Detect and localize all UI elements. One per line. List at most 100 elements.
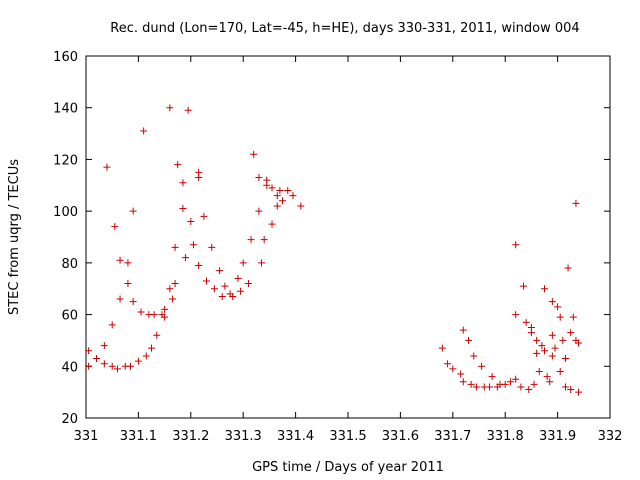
data-point	[279, 197, 286, 205]
data-point	[150, 311, 158, 319]
x-axis: 331 331.1 331.2 331.3 331.4 331.5 331.6 331.7 33…	[74, 56, 623, 444]
data-point	[548, 352, 556, 360]
data-point	[527, 329, 535, 337]
data-point	[465, 336, 473, 344]
data-point	[470, 352, 478, 360]
data-point	[535, 367, 543, 375]
data-point	[263, 181, 271, 189]
y-tick-label: 20	[61, 412, 78, 427]
data-point	[520, 282, 528, 290]
data-point	[512, 375, 520, 383]
x-tick-label: 331.2	[172, 429, 209, 444]
data-point	[179, 179, 187, 187]
data-point	[548, 298, 556, 306]
data-point	[559, 336, 567, 344]
data-point	[258, 259, 266, 267]
data-point	[116, 295, 124, 303]
data-point	[124, 280, 132, 288]
y-axis: 20 40 60 80 100 120 140 160	[53, 50, 610, 427]
y-tick-label: 100	[53, 205, 78, 220]
plot-area-frame	[85, 55, 611, 419]
x-tick-label: 331.9	[539, 429, 576, 444]
data-point	[166, 104, 174, 112]
data-point	[478, 362, 486, 370]
data-point	[289, 192, 297, 200]
x-tick-label: 331	[74, 429, 99, 444]
data-point	[216, 267, 224, 275]
data-point	[153, 331, 161, 339]
x-tick-label: 331.3	[225, 429, 262, 444]
data-point	[142, 352, 150, 360]
data-point	[488, 373, 496, 381]
data-point	[533, 349, 541, 357]
data-point	[174, 161, 182, 169]
data-point	[168, 295, 176, 303]
data-point	[276, 186, 284, 194]
data-point	[530, 380, 538, 388]
data-point	[255, 174, 263, 182]
data-point	[444, 360, 452, 368]
data-point	[501, 380, 509, 388]
data-point	[85, 347, 93, 355]
data-point	[244, 280, 252, 288]
data-point	[572, 199, 580, 207]
y-tick-label: 60	[61, 309, 78, 324]
data-point	[100, 360, 108, 368]
data-point	[459, 326, 467, 334]
data-point	[108, 362, 116, 370]
y-tick-label: 160	[53, 50, 78, 65]
data-point	[569, 313, 577, 321]
data-point	[517, 383, 525, 391]
data-point	[543, 373, 551, 381]
data-point	[129, 207, 137, 215]
data-point	[538, 342, 546, 350]
data-point	[525, 386, 533, 394]
data-point	[512, 311, 520, 319]
data-point	[208, 243, 216, 251]
data-point	[273, 202, 281, 210]
data-point	[297, 202, 305, 210]
data-point	[556, 367, 564, 375]
y-tick-label: 120	[53, 153, 78, 168]
data-point	[129, 298, 137, 306]
data-point	[92, 355, 100, 363]
data-point	[551, 344, 559, 352]
x-tick-label: 331.5	[329, 429, 366, 444]
data-point	[182, 254, 190, 262]
data-point	[103, 163, 111, 171]
data-point	[575, 339, 583, 347]
data-point	[218, 292, 226, 300]
data-point	[148, 344, 155, 352]
y-tick-label: 40	[61, 360, 78, 375]
data-point	[189, 241, 197, 249]
data-points	[85, 104, 583, 396]
x-tick-label: 331.7	[434, 429, 471, 444]
x-tick-label: 331.8	[487, 429, 524, 444]
y-axis-label: STEC from uqrg / TECUs	[7, 159, 22, 315]
data-point	[171, 280, 179, 288]
data-point	[541, 347, 548, 355]
data-point	[124, 259, 132, 267]
y-tick-label: 80	[61, 257, 78, 272]
data-point	[273, 192, 281, 200]
data-point	[247, 236, 255, 244]
data-point	[472, 383, 480, 391]
x-tick-label: 332	[598, 429, 623, 444]
data-point	[203, 277, 211, 285]
data-point	[161, 313, 169, 321]
data-point	[457, 370, 465, 378]
data-point	[459, 378, 467, 386]
data-point	[127, 362, 135, 370]
data-point	[179, 205, 187, 213]
x-tick-label: 331.1	[120, 429, 157, 444]
data-point	[522, 318, 530, 326]
data-point	[116, 256, 124, 264]
data-point	[184, 106, 192, 114]
data-point	[171, 243, 179, 251]
data-point	[467, 380, 475, 388]
data-point	[187, 217, 195, 225]
data-point	[85, 362, 93, 370]
data-point	[567, 386, 575, 394]
data-point	[260, 236, 268, 244]
data-point	[239, 259, 247, 267]
